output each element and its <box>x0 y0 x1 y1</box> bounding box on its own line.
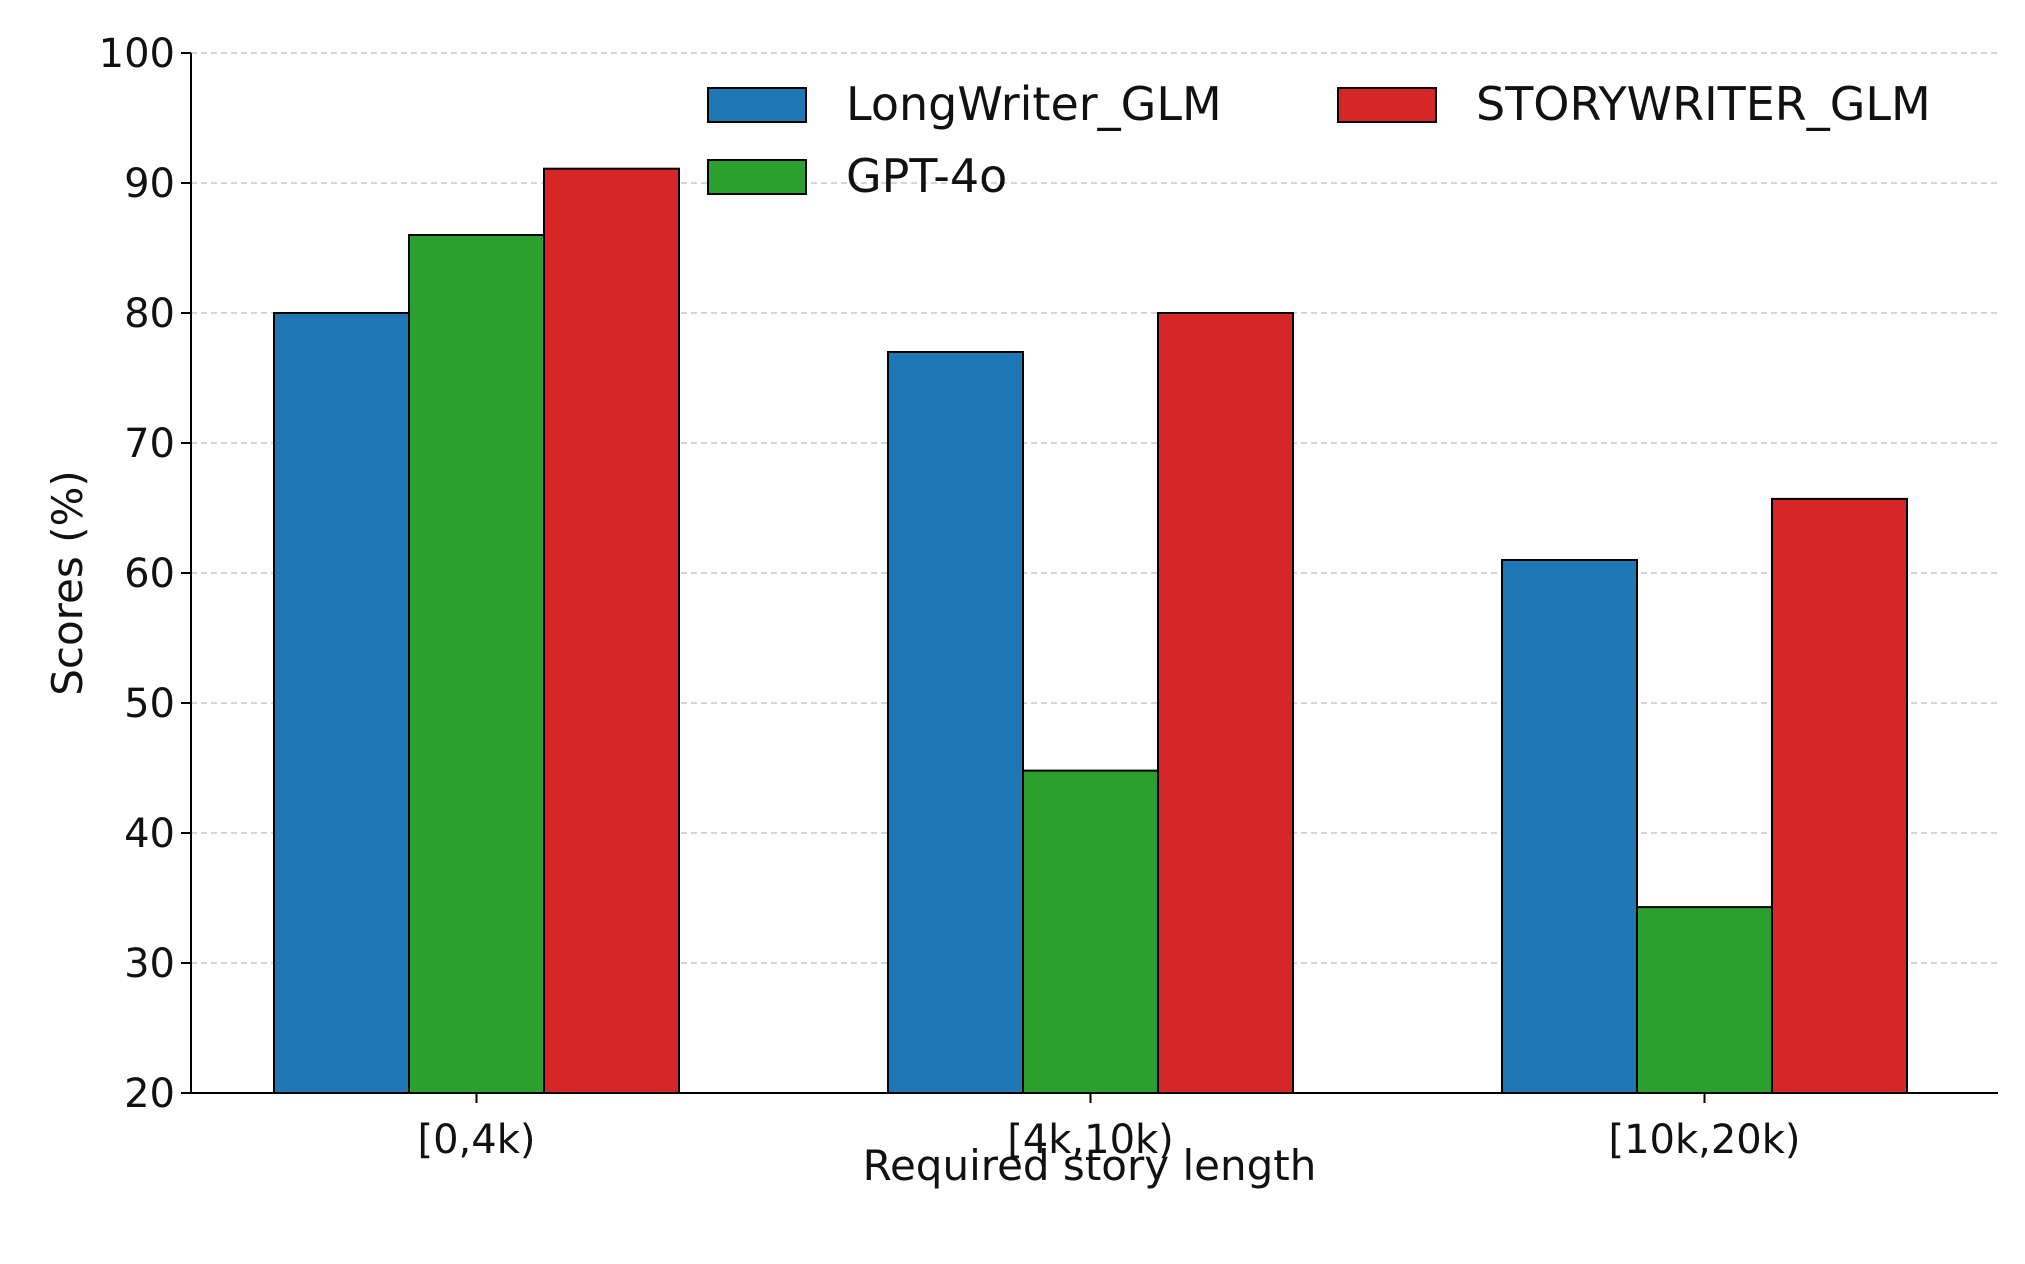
bars <box>273 167 1908 1094</box>
y-axis-title: Scores (%) <box>43 470 92 696</box>
legend-swatch <box>707 87 807 123</box>
bar <box>1157 312 1294 1094</box>
y-tick-label: 70 <box>124 421 175 467</box>
y-tick-label: 20 <box>124 1071 175 1117</box>
bar <box>1501 559 1638 1094</box>
y-axis-ticks: 20 30 40 50 60 70 80 90 100 <box>99 31 191 1117</box>
y-tick-label: 60 <box>124 551 175 597</box>
bar <box>543 167 680 1094</box>
y-tick-label: 80 <box>124 291 175 337</box>
legend-label: STORYWRITER_GLM <box>1476 77 1931 131</box>
legend-label: LongWriter_GLM <box>846 77 1222 131</box>
bar <box>408 234 545 1094</box>
x-axis-title: Required story length <box>863 1141 1317 1190</box>
bar <box>1771 497 1908 1094</box>
bar <box>1636 906 1773 1094</box>
x-tick-label: [4k,10k) <box>1007 1117 1174 1163</box>
legend-label: GPT-4o <box>846 149 1007 203</box>
legend-swatch <box>1337 87 1437 123</box>
y-tick-label: 30 <box>124 941 175 987</box>
bar <box>1022 769 1159 1094</box>
y-tick-label: 100 <box>99 31 175 77</box>
y-tick-label: 90 <box>124 161 175 207</box>
x-axis-ticks: [0,4k) [4k,10k) [10k,20k) <box>418 1093 1801 1163</box>
legend-swatch <box>707 159 807 195</box>
legend: LongWriter_GLM GPT-4o STORYWRITER_GLM <box>707 77 1931 203</box>
y-tick-label: 40 <box>124 811 175 857</box>
y-tick-label: 50 <box>124 681 175 727</box>
x-tick-label: [10k,20k) <box>1608 1117 1800 1163</box>
bar <box>887 351 1024 1094</box>
bar <box>273 312 410 1094</box>
x-tick-label: [0,4k) <box>418 1117 536 1163</box>
